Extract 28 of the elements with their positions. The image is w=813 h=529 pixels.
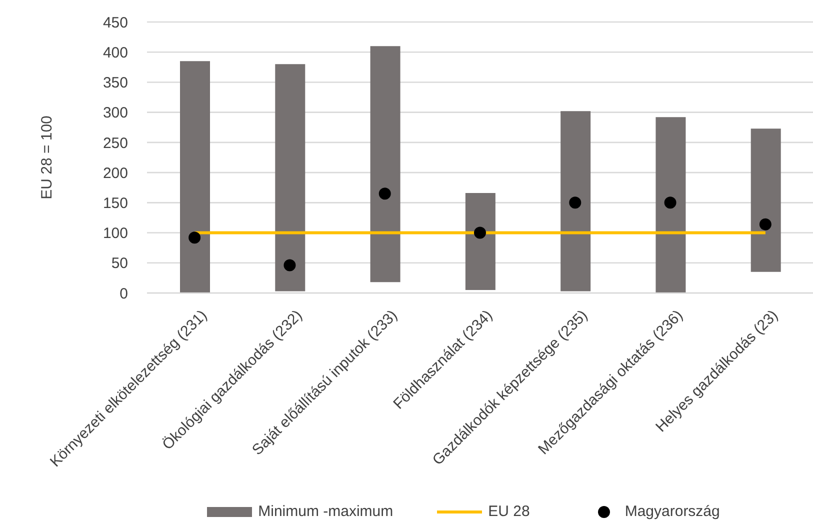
bar	[180, 61, 210, 293]
legend-label: EU 28	[488, 503, 530, 520]
bar	[370, 46, 400, 282]
y-tick-label: 300	[102, 104, 128, 122]
bar	[750, 128, 781, 272]
y-axis-title: EU 28 = 100	[38, 116, 56, 200]
point	[664, 196, 676, 209]
bar	[465, 193, 496, 290]
point	[378, 188, 391, 200]
y-tick-label: 250	[102, 134, 128, 152]
y-tick-label: 450	[102, 14, 128, 32]
point	[188, 232, 201, 244]
bar	[275, 64, 306, 292]
y-tick-label: 100	[102, 225, 128, 242]
y-tick-label: 150	[102, 194, 128, 212]
y-tick-label: 50	[111, 255, 128, 272]
bar	[560, 111, 591, 292]
y-tick-label: 0	[120, 285, 128, 302]
legend-label: Minimum -maximum	[258, 503, 394, 520]
y-tick-label: 350	[102, 74, 128, 92]
point	[569, 196, 582, 209]
legend-label: Magyarország	[624, 503, 720, 520]
bar	[656, 117, 686, 293]
point	[759, 218, 772, 230]
point	[284, 259, 296, 272]
y-tick-label: 400	[102, 44, 128, 62]
point	[474, 226, 486, 239]
y-tick-label: 200	[102, 164, 128, 182]
